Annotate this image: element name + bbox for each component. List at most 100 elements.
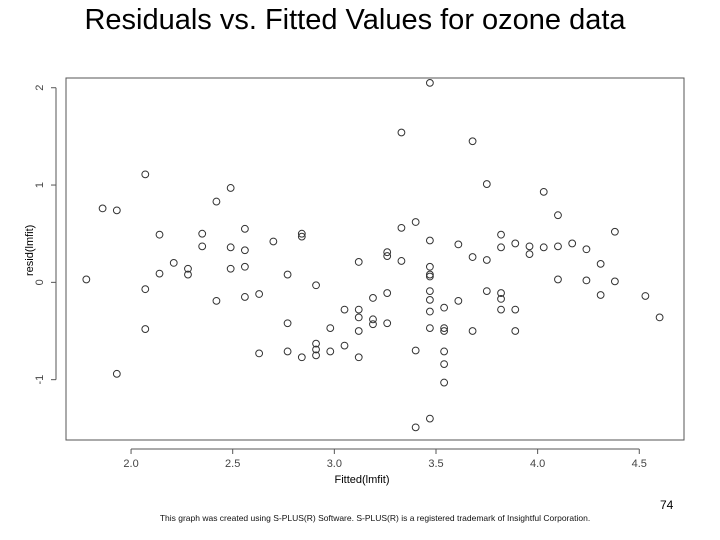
data-point xyxy=(184,270,192,279)
data-point xyxy=(354,258,363,266)
data-point xyxy=(440,378,449,387)
data-point xyxy=(554,211,562,220)
data-point xyxy=(425,270,434,279)
data-point xyxy=(283,319,292,328)
data-point xyxy=(539,187,548,196)
x-tick-label: 3.5 xyxy=(428,458,443,470)
data-point xyxy=(312,351,320,360)
data-point xyxy=(297,353,306,362)
data-point xyxy=(212,296,221,305)
data-point xyxy=(112,369,121,378)
footer-note: This graph was created using S-PLUS(R) S… xyxy=(159,513,591,523)
data-point xyxy=(454,296,463,305)
data-point xyxy=(411,423,420,432)
data-point xyxy=(340,305,349,314)
data-point xyxy=(82,275,91,284)
data-point xyxy=(198,229,207,238)
data-point xyxy=(141,285,150,294)
data-point xyxy=(297,232,306,241)
data-point xyxy=(497,230,505,239)
y-tick-label: 2 xyxy=(34,85,46,91)
data-point xyxy=(411,218,420,226)
y-axis-label: resid(lmfit) xyxy=(24,224,36,276)
y-tick-label: -1 xyxy=(34,375,46,385)
data-point xyxy=(539,243,548,252)
data-point xyxy=(482,180,491,188)
data-point xyxy=(369,320,377,329)
data-point xyxy=(141,170,150,179)
data-point xyxy=(198,242,207,251)
data-point xyxy=(610,227,619,236)
data-point xyxy=(240,224,249,233)
x-axis-label: Fitted(lmfit) xyxy=(334,474,390,486)
x-tick-label: 2.0 xyxy=(123,458,138,470)
data-point xyxy=(283,270,292,279)
data-point xyxy=(425,287,434,296)
data-point xyxy=(511,305,520,314)
data-point xyxy=(354,305,363,314)
data-point xyxy=(397,128,406,137)
data-point xyxy=(440,303,449,312)
data-point xyxy=(226,243,235,252)
data-point xyxy=(425,414,434,423)
data-point xyxy=(411,346,420,355)
data-point xyxy=(440,324,449,332)
data-point xyxy=(112,206,121,215)
data-point xyxy=(554,275,562,284)
data-point xyxy=(369,294,377,302)
data-point xyxy=(240,246,249,255)
data-point xyxy=(525,242,534,251)
data-point xyxy=(596,291,605,299)
data-point xyxy=(440,327,449,335)
data-point xyxy=(155,269,164,278)
data-point xyxy=(425,262,434,271)
data-point xyxy=(226,264,235,273)
data-point xyxy=(425,78,434,87)
data-point xyxy=(141,325,150,333)
slide-title: Residuals vs. Fitted Values for ozone da… xyxy=(84,4,626,36)
data-point xyxy=(582,245,591,254)
data-point xyxy=(468,253,477,261)
data-point xyxy=(425,272,434,281)
data-point xyxy=(568,239,577,248)
data-point xyxy=(169,258,178,267)
data-point xyxy=(610,277,619,286)
y-tick-label: 1 xyxy=(34,182,46,188)
y-tick-label: 0 xyxy=(34,279,46,285)
data-point xyxy=(255,290,264,298)
x-axis: 2.0 2.5 3.0 3.5 4.0 4.5 xyxy=(123,448,647,470)
data-point xyxy=(440,347,449,356)
data-point xyxy=(397,223,406,232)
y-axis: -1 0 1 2 xyxy=(34,85,57,385)
x-tick-label: 2.5 xyxy=(225,458,240,470)
data-point xyxy=(425,324,434,332)
data-point xyxy=(554,242,562,251)
data-point xyxy=(525,250,534,259)
data-point xyxy=(354,327,363,335)
x-tick-label: 4.0 xyxy=(530,458,545,470)
data-points xyxy=(82,78,664,432)
data-point xyxy=(425,295,434,304)
data-point xyxy=(425,236,434,245)
data-point xyxy=(240,293,249,301)
data-point xyxy=(240,262,249,271)
data-point xyxy=(655,313,664,322)
data-point xyxy=(482,287,491,296)
data-point xyxy=(511,239,520,248)
data-point xyxy=(326,347,335,356)
data-point xyxy=(98,204,107,213)
data-point xyxy=(269,237,278,246)
data-point xyxy=(312,345,320,354)
data-point xyxy=(497,294,505,303)
data-point xyxy=(596,259,605,268)
data-point xyxy=(440,360,449,368)
data-point xyxy=(383,248,392,257)
x-tick-label: 4.5 xyxy=(632,458,647,470)
data-point xyxy=(226,184,235,192)
data-point xyxy=(369,315,377,324)
data-point xyxy=(468,137,477,146)
data-point xyxy=(354,353,363,362)
plot-frame xyxy=(65,77,685,441)
page-number: 74 xyxy=(660,498,674,512)
